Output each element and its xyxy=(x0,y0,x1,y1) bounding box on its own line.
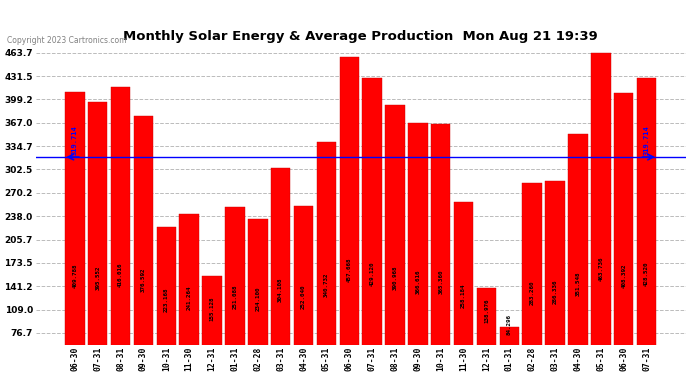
Text: 304.108: 304.108 xyxy=(278,278,283,302)
Title: Monthly Solar Energy & Average Production  Mon Aug 21 19:39: Monthly Solar Energy & Average Productio… xyxy=(124,30,598,44)
Bar xyxy=(408,123,428,375)
Text: 223.168: 223.168 xyxy=(164,288,169,312)
Text: 286.336: 286.336 xyxy=(553,280,558,304)
Bar xyxy=(271,168,290,375)
Text: Copyright 2023 Cartronics.com: Copyright 2023 Cartronics.com xyxy=(7,36,126,45)
Bar xyxy=(522,183,542,375)
Bar xyxy=(637,78,656,375)
Bar xyxy=(500,327,519,375)
Bar xyxy=(454,202,473,375)
Text: 428.520: 428.520 xyxy=(644,261,649,286)
Bar xyxy=(317,142,336,375)
Text: 408.392: 408.392 xyxy=(621,264,627,288)
Bar xyxy=(134,116,153,375)
Bar xyxy=(614,93,633,375)
Text: 319.714: 319.714 xyxy=(644,125,649,155)
Bar xyxy=(591,53,611,375)
Bar xyxy=(477,288,496,375)
Text: 365.360: 365.360 xyxy=(438,269,443,294)
Text: 155.128: 155.128 xyxy=(210,297,215,321)
Bar xyxy=(339,57,359,375)
Text: 251.088: 251.088 xyxy=(233,284,237,309)
Bar xyxy=(225,207,245,375)
Text: 390.968: 390.968 xyxy=(393,266,397,291)
Text: 340.732: 340.732 xyxy=(324,273,329,297)
Bar xyxy=(545,181,565,375)
Text: 416.016: 416.016 xyxy=(118,263,123,287)
Text: 395.552: 395.552 xyxy=(95,266,100,290)
Bar xyxy=(179,214,199,375)
Text: 241.264: 241.264 xyxy=(187,285,192,310)
Bar xyxy=(431,124,451,375)
Text: 283.260: 283.260 xyxy=(530,280,535,304)
Text: 409.788: 409.788 xyxy=(72,264,77,288)
Bar xyxy=(111,87,130,375)
Bar xyxy=(294,206,313,375)
Bar xyxy=(248,219,268,375)
Text: 234.100: 234.100 xyxy=(255,286,260,311)
Bar xyxy=(569,134,588,375)
Text: 457.668: 457.668 xyxy=(347,257,352,282)
Bar xyxy=(65,92,85,375)
Bar xyxy=(157,227,176,375)
Bar xyxy=(362,78,382,375)
Bar xyxy=(202,276,221,375)
Bar xyxy=(88,102,108,375)
Text: 366.616: 366.616 xyxy=(415,269,420,294)
Text: 429.120: 429.120 xyxy=(370,261,375,285)
Text: 463.736: 463.736 xyxy=(598,256,603,281)
Text: 84.296: 84.296 xyxy=(507,314,512,335)
Bar xyxy=(385,105,405,375)
Text: 258.184: 258.184 xyxy=(461,283,466,308)
Text: 138.976: 138.976 xyxy=(484,299,489,323)
Text: 376.592: 376.592 xyxy=(141,268,146,292)
Text: 252.040: 252.040 xyxy=(301,284,306,309)
Text: 319.714: 319.714 xyxy=(72,125,78,155)
Text: 351.548: 351.548 xyxy=(575,271,580,296)
